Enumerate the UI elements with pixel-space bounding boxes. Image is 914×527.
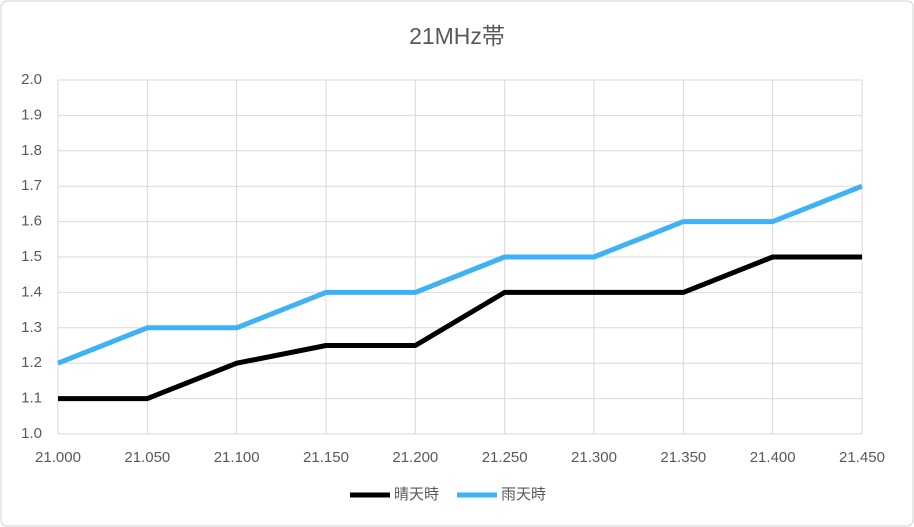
- y-tick-label: 1.9: [21, 106, 42, 123]
- y-tick-label: 1.4: [21, 283, 42, 300]
- chart-title: 21MHz帯: [409, 23, 505, 49]
- x-tick-label: 21.100: [214, 449, 260, 466]
- y-tick-label: 1.2: [21, 354, 42, 371]
- y-tick-label: 1.3: [21, 319, 42, 336]
- x-tick-label: 21.300: [571, 449, 617, 466]
- y-tick-label: 1.1: [21, 390, 42, 407]
- x-tick-label: 21.150: [303, 449, 349, 466]
- x-tick-label: 21.400: [750, 449, 796, 466]
- legend-label: 雨天時: [501, 486, 546, 503]
- x-tick-label: 21.350: [660, 449, 706, 466]
- x-tick-label: 21.050: [124, 449, 170, 466]
- y-tick-label: 1.8: [21, 142, 42, 159]
- legend-label: 晴天時: [394, 486, 439, 503]
- x-tick-label: 21.200: [392, 449, 438, 466]
- y-tick-label: 1.7: [21, 177, 42, 194]
- x-tick-label: 21.250: [482, 449, 528, 466]
- series-line: [57, 183, 863, 366]
- y-tick-label: 1.6: [21, 213, 42, 230]
- y-tick-label: 1.5: [21, 248, 42, 265]
- x-tick-label: 21.450: [839, 449, 885, 466]
- y-tick-label: 1.0: [21, 425, 42, 442]
- series-line: [58, 254, 862, 402]
- x-tick-label: 21.000: [35, 449, 81, 466]
- y-tick-label: 2.0: [21, 71, 42, 88]
